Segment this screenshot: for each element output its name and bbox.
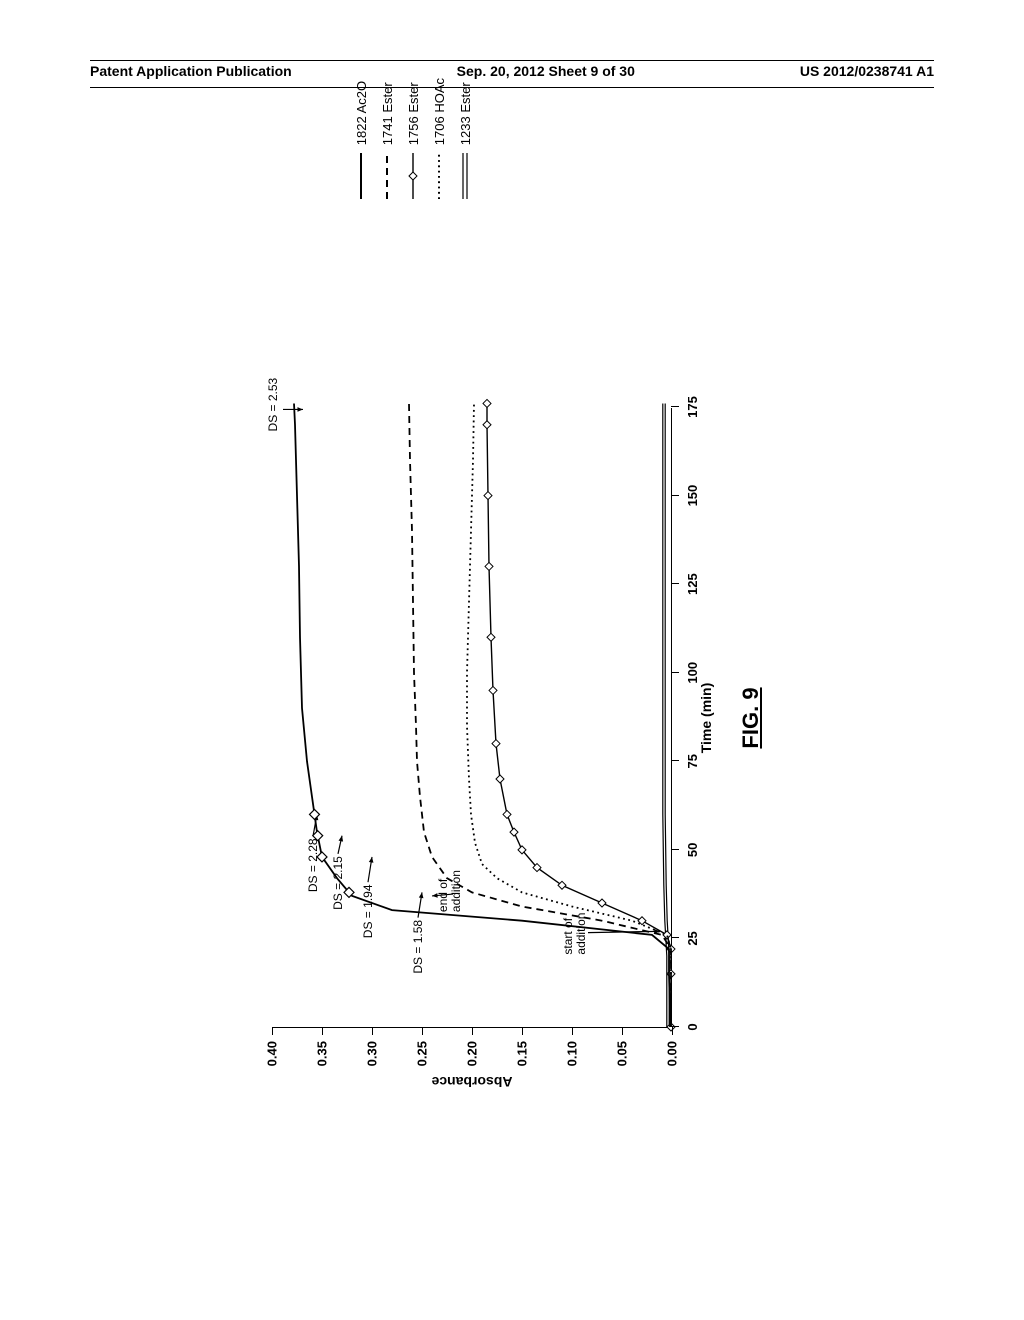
x-tick-label: 50 bbox=[685, 843, 700, 857]
figure-wrapper: Absorbance Time (min) FIG. 9 start ofadd… bbox=[90, 148, 934, 1208]
x-tick bbox=[671, 495, 679, 496]
chart-container: Absorbance Time (min) FIG. 9 start ofadd… bbox=[252, 258, 772, 1098]
svg-text:end ofaddition: end ofaddition bbox=[436, 870, 463, 912]
header-center: Sep. 20, 2012 Sheet 9 of 30 bbox=[457, 63, 635, 79]
y-tick-label: 0.20 bbox=[465, 1041, 480, 1066]
y-tick-label: 0.10 bbox=[565, 1041, 580, 1066]
x-tick-label: 0 bbox=[685, 1023, 700, 1030]
header-rule bbox=[90, 87, 934, 88]
y-axis-label: Absorbance bbox=[432, 1074, 513, 1090]
y-tick bbox=[472, 1027, 473, 1035]
x-tick-label: 150 bbox=[685, 485, 700, 507]
y-tick-label: 0.25 bbox=[415, 1041, 430, 1066]
y-tick bbox=[522, 1027, 523, 1035]
x-tick bbox=[671, 849, 679, 850]
legend-label: 1233 Ester bbox=[458, 82, 473, 145]
x-tick-label: 175 bbox=[685, 396, 700, 418]
x-tick-label: 100 bbox=[685, 662, 700, 684]
x-tick-label: 25 bbox=[685, 931, 700, 945]
legend-swatch bbox=[432, 153, 446, 199]
legend-item: 1756 Ester bbox=[404, 78, 422, 199]
svg-text:DS = 1.94: DS = 1.94 bbox=[361, 884, 375, 938]
x-tick bbox=[671, 1026, 679, 1027]
svg-text:DS = 2.15: DS = 2.15 bbox=[331, 856, 345, 910]
svg-text:DS = 2.53: DS = 2.53 bbox=[266, 377, 280, 431]
legend-label: 1706 HOAc bbox=[432, 78, 447, 145]
legend-item: 1741 Ester bbox=[378, 78, 396, 199]
header-right: US 2012/0238741 A1 bbox=[800, 63, 934, 79]
legend-label: 1741 Ester bbox=[380, 82, 395, 145]
page: Patent Application Publication Sep. 20, … bbox=[0, 0, 1024, 1320]
header-left: Patent Application Publication bbox=[90, 63, 292, 79]
y-tick-label: 0.00 bbox=[665, 1041, 680, 1066]
x-tick-label: 75 bbox=[685, 754, 700, 768]
legend-swatch bbox=[380, 153, 394, 199]
x-tick bbox=[671, 672, 679, 673]
page-header: Patent Application Publication Sep. 20, … bbox=[90, 60, 934, 79]
legend-item: 1706 HOAc bbox=[430, 78, 448, 199]
y-tick-label: 0.40 bbox=[265, 1041, 280, 1066]
chart-svg: start ofaddition end ofaddition DS = 1.58 D… bbox=[272, 407, 672, 1027]
y-tick-label: 0.05 bbox=[615, 1041, 630, 1066]
x-axis-label: Time (min) bbox=[698, 683, 714, 754]
svg-text:start ofaddition: start ofaddition bbox=[561, 913, 588, 955]
legend-label: 1822 Ac2O bbox=[354, 81, 369, 145]
y-tick bbox=[622, 1027, 623, 1035]
y-tick-label: 0.30 bbox=[365, 1041, 380, 1066]
y-tick-label: 0.15 bbox=[515, 1041, 530, 1066]
figure-caption: FIG. 9 bbox=[738, 687, 764, 748]
legend-label: 1756 Ester bbox=[406, 82, 421, 145]
legend-swatch bbox=[458, 153, 472, 199]
x-tick bbox=[671, 760, 679, 761]
svg-text:DS = 1.58: DS = 1.58 bbox=[411, 920, 425, 974]
legend-item: 1822 Ac2O bbox=[352, 78, 370, 199]
x-tick bbox=[671, 406, 679, 407]
legend-swatch bbox=[354, 153, 368, 199]
y-tick bbox=[422, 1027, 423, 1035]
y-tick bbox=[372, 1027, 373, 1035]
x-tick-label: 125 bbox=[685, 573, 700, 595]
y-tick bbox=[672, 1027, 673, 1035]
figure-rotated: Absorbance Time (min) FIG. 9 start ofadd… bbox=[252, 258, 772, 1098]
legend-swatch bbox=[406, 153, 420, 199]
x-tick bbox=[671, 937, 679, 938]
y-tick bbox=[572, 1027, 573, 1035]
y-tick bbox=[272, 1027, 273, 1035]
y-tick bbox=[322, 1027, 323, 1035]
y-tick-label: 0.35 bbox=[315, 1041, 330, 1066]
legend-item: 1233 Ester bbox=[456, 78, 474, 199]
plot-area: start ofaddition end ofaddition DS = 1.58 D… bbox=[272, 408, 672, 1028]
svg-text:DS = 2.28: DS = 2.28 bbox=[306, 838, 320, 892]
legend: 1822 Ac2O 1741 Ester 1756 Ester 1706 HOAc 12… bbox=[352, 78, 482, 199]
x-tick bbox=[671, 583, 679, 584]
